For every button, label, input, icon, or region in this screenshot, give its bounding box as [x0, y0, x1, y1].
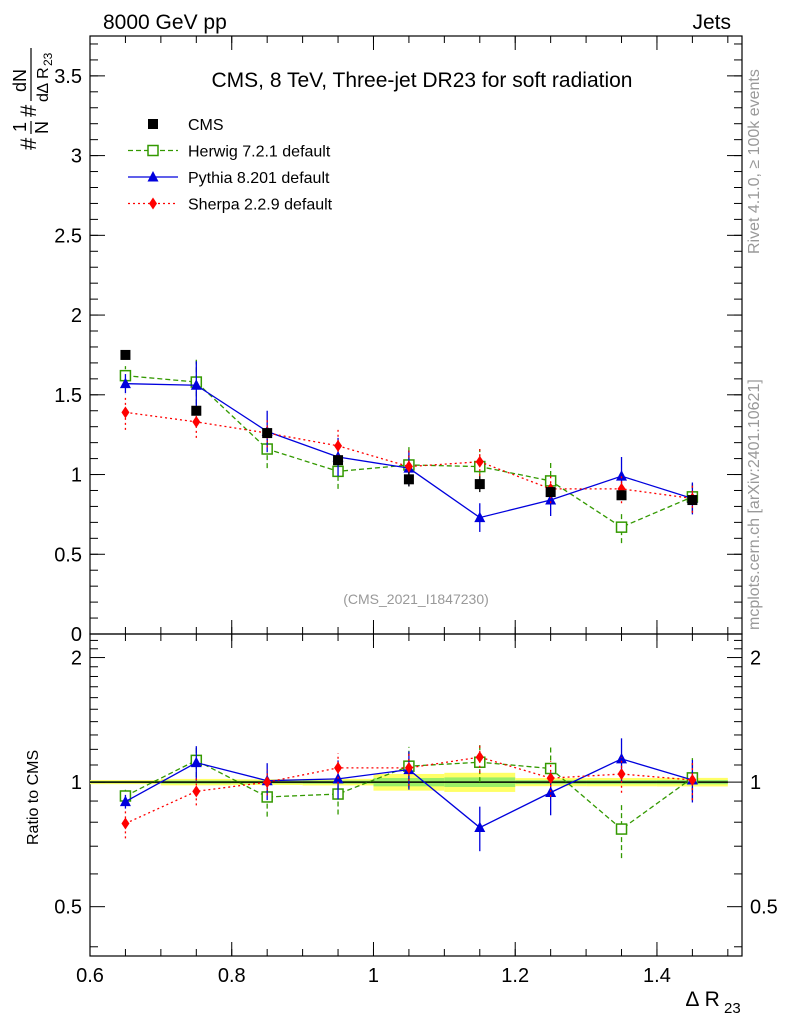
legend-label: Pythia 8.201 default: [188, 170, 330, 187]
svg-text:∆ R: ∆ R: [686, 988, 720, 1011]
data-point: [403, 474, 414, 485]
series-point: [616, 470, 628, 481]
chart-title: CMS, 8 TeV, Three-jet DR23 for soft radi…: [212, 69, 633, 92]
series-point: [190, 379, 202, 390]
series-ratio-point: [617, 768, 626, 781]
ratio-panel-frame: [89, 633, 743, 957]
svg-text:dN: dN: [10, 69, 30, 92]
data-point: [262, 428, 273, 439]
analysis-watermark: (CMS_2021_I1847230): [343, 591, 489, 607]
series-ratio-point: [475, 751, 484, 764]
legend-label: Sherpa 2.2.9 default: [188, 197, 333, 214]
y-tick-label: 0: [71, 624, 82, 646]
data-point: [474, 479, 485, 490]
header-right-label: Jets: [692, 11, 731, 34]
series-2: [121, 394, 697, 839]
series-ratio-point: [616, 752, 628, 764]
ratio-y-tick-label: 2: [71, 648, 82, 670]
x-tick-label: 0.6: [76, 965, 104, 987]
series-ratio-point: [474, 821, 486, 833]
legend-label: CMS: [188, 117, 224, 134]
ratio-y-tick-label: 1: [71, 772, 82, 794]
x-tick-label: 1.4: [643, 965, 671, 987]
series-group: [119, 359, 699, 859]
x-axis-label: ∆ R 23: [686, 988, 741, 1017]
series-ratio-point: [119, 795, 131, 807]
svg-text:1: 1: [10, 122, 30, 132]
series-point: [615, 521, 628, 533]
series-point: [404, 460, 413, 473]
y-axis-label-main: # 1 N # dN d∆ R 23: [10, 48, 55, 150]
series-ratio-point: [615, 823, 628, 835]
ratio-y-tick-label: 0.5: [54, 897, 82, 919]
series-ratio-point: [334, 761, 343, 774]
y-tick-label: 3.5: [54, 66, 82, 88]
svg-text:23: 23: [724, 1000, 741, 1017]
x-tick-label: 1.2: [501, 965, 529, 987]
legend-marker: [149, 197, 157, 210]
data-point: [191, 405, 202, 416]
series-ratio-point: [404, 761, 413, 774]
y-tick-label: 1.5: [54, 385, 82, 407]
series-ratio-point: [190, 756, 202, 768]
axis-ticks: [89, 36, 742, 956]
y-tick-label: 2.5: [54, 225, 82, 247]
series-ratio-point: [192, 785, 201, 798]
header-left-label: 8000 GeV pp: [103, 11, 227, 34]
data-point: [687, 495, 698, 506]
legend-label: Herwig 7.2.1 default: [188, 144, 331, 161]
series-point: [475, 455, 484, 468]
svg-text:23: 23: [41, 52, 55, 66]
x-tick-label: 1: [368, 965, 379, 987]
ratio-y-tick-label-right: 2: [750, 648, 761, 670]
y-tick-label: 1: [71, 465, 82, 487]
rivet-version-label: Rivet 4.1.0, ≥ 100k events: [746, 69, 763, 254]
ratio-y-tick-label-right: 1: [750, 772, 761, 794]
series-ratio-point: [263, 776, 272, 789]
legend-marker: [147, 144, 159, 157]
series-point: [545, 494, 557, 505]
data-point: [545, 487, 556, 498]
series-point: [474, 511, 486, 523]
series-line: [125, 411, 693, 500]
y-axis-label-ratio: Ratio to CMS: [25, 750, 42, 845]
series-point: [121, 406, 130, 419]
y-tick-label: 2: [71, 305, 82, 327]
data-point: [120, 349, 131, 360]
data-point: [333, 455, 344, 466]
legend: CMS Herwig 7.2.1 default Pythia 8.201 defa…: [128, 117, 333, 214]
series-point: [334, 439, 343, 452]
mcplots-label: mcplots.cern.ch [arXiv:2401.10621]: [746, 379, 763, 630]
cms-data-group: [120, 349, 698, 506]
series-point: [192, 415, 201, 428]
ratio-y-tick-label-right: 0.5: [750, 897, 778, 919]
x-tick-label: 0.8: [218, 965, 246, 987]
series-ratio-point: [546, 772, 555, 785]
svg-text:#: #: [16, 104, 41, 117]
series-point: [119, 377, 131, 389]
series-ratio-point: [688, 773, 697, 786]
series-ratio-point: [121, 817, 130, 830]
series-ratio-line: [125, 756, 693, 825]
svg-text:#: #: [16, 137, 41, 150]
y-tick-label: 3: [71, 146, 82, 168]
axis-tick-labels: 0.6 0.8 1 1.2 1.4 0 0.5 1 1.5 2 2.5 3 3.5 0.5 0.5 1 1 2 2: [54, 66, 778, 987]
svg-text:d∆ R: d∆ R: [35, 67, 52, 102]
svg-text:N: N: [32, 121, 52, 134]
legend-marker: [147, 171, 159, 182]
legend-marker: [148, 119, 158, 129]
data-point: [616, 490, 627, 501]
y-tick-label: 0.5: [54, 544, 82, 566]
